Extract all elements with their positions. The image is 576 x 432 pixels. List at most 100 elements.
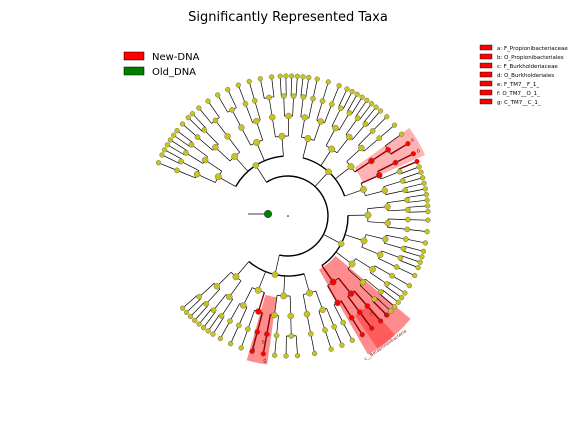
clade-node: [424, 229, 430, 235]
enriched-node: [255, 308, 262, 315]
highlight-wedge: [246, 294, 277, 365]
enriched-node: [364, 303, 371, 309]
taxa-a-swatch: [479, 44, 493, 51]
taxa-f-label: f: O_TM7__O_1_: [497, 91, 540, 97]
branch-line: [359, 103, 372, 120]
clade-node: [346, 133, 353, 141]
clade-node: [384, 281, 390, 287]
branch-line: [254, 100, 261, 121]
clade-node: [369, 128, 376, 134]
branch-line: [215, 120, 228, 137]
branch-line: [316, 100, 323, 121]
branch-line: [351, 317, 363, 336]
clade-node: [400, 245, 407, 252]
clade-node: [289, 73, 295, 79]
branch-line: [268, 97, 273, 118]
old-dna-label: Old_DNA: [152, 67, 196, 78]
clade-node: [174, 167, 180, 174]
branch-line: [292, 96, 294, 117]
clade-node: [253, 139, 260, 146]
clade-letter-label: f: [253, 348, 255, 354]
clade-node: [420, 248, 427, 254]
cladogram-nodes: [155, 73, 431, 359]
branch-line: [372, 116, 387, 132]
enriched-node: [369, 325, 375, 331]
branch-line: [197, 136, 213, 151]
branch-line: [215, 146, 231, 162]
taxa-f-swatch: [479, 89, 493, 96]
clade-node: [212, 117, 219, 124]
branch-line: [229, 280, 242, 298]
clade-node: [300, 94, 307, 100]
clade-node: [201, 127, 208, 133]
clade-node: [272, 352, 278, 358]
branch-line: [347, 295, 361, 313]
branch-line: [404, 182, 425, 189]
clade-node: [227, 318, 233, 324]
new-dna-label: New-DNA: [152, 52, 200, 63]
branch-line: [347, 268, 364, 283]
branch-line: [230, 325, 240, 344]
clade-node: [396, 168, 403, 175]
clade-node: [171, 132, 177, 138]
clade-node: [200, 325, 207, 331]
branch-line: [221, 299, 233, 317]
clade-node: [196, 321, 202, 327]
branch-line: [203, 311, 216, 328]
enriched-node: [384, 312, 390, 318]
branch-line: [363, 137, 380, 152]
branch-line: [353, 290, 368, 307]
clade-node: [393, 264, 400, 270]
branch-line: [245, 103, 253, 123]
branch-line: [402, 250, 423, 258]
clade-node: [159, 152, 165, 158]
taxa-g-label: g: C_TM7__C_1_: [497, 100, 541, 106]
enriched-node: [249, 348, 255, 354]
branch-line: [333, 326, 343, 346]
branch-line: [173, 134, 191, 148]
branch-line: [385, 190, 406, 195]
branch-line: [256, 312, 264, 333]
clade-node: [283, 73, 289, 79]
branch-line: [404, 245, 424, 252]
clade-node: [331, 323, 338, 330]
clade-node: [339, 342, 345, 348]
branch-line: [199, 283, 215, 298]
branch-line: [407, 199, 428, 203]
clade-node: [406, 283, 413, 289]
clade-node: [266, 94, 272, 101]
clade-node: [397, 255, 404, 261]
clade-node: [423, 191, 429, 198]
branch-line: [367, 221, 388, 224]
branch-line: [207, 314, 220, 332]
figure-title: Significantly Represented Taxa: [188, 10, 388, 25]
branch-line: [346, 147, 362, 162]
branch-line: [274, 254, 280, 275]
branch-line: [333, 304, 344, 323]
branch-line: [355, 100, 368, 118]
branch-line: [370, 272, 388, 285]
clade-node: [235, 322, 242, 329]
branch-line: [396, 266, 415, 276]
branch-line: [213, 294, 227, 311]
clade-letter-label: g: [263, 358, 266, 364]
clade-node: [349, 337, 355, 343]
clade-node: [384, 219, 391, 227]
clade-node: [212, 144, 219, 151]
branch-line: [379, 293, 395, 307]
branch-line: [176, 170, 196, 179]
branch-line: [398, 160, 418, 170]
clade-node: [304, 135, 312, 142]
branch-line: [312, 79, 318, 99]
clade-node: [371, 296, 378, 303]
clade-node: [280, 292, 288, 300]
branch-line: [403, 177, 423, 184]
clade-node: [418, 169, 424, 175]
clade-node: [415, 265, 421, 271]
clade-node: [376, 135, 383, 141]
clade-node: [294, 353, 301, 359]
clade-node: [399, 295, 405, 301]
branch-line: [274, 295, 278, 316]
branch-line: [359, 311, 373, 329]
